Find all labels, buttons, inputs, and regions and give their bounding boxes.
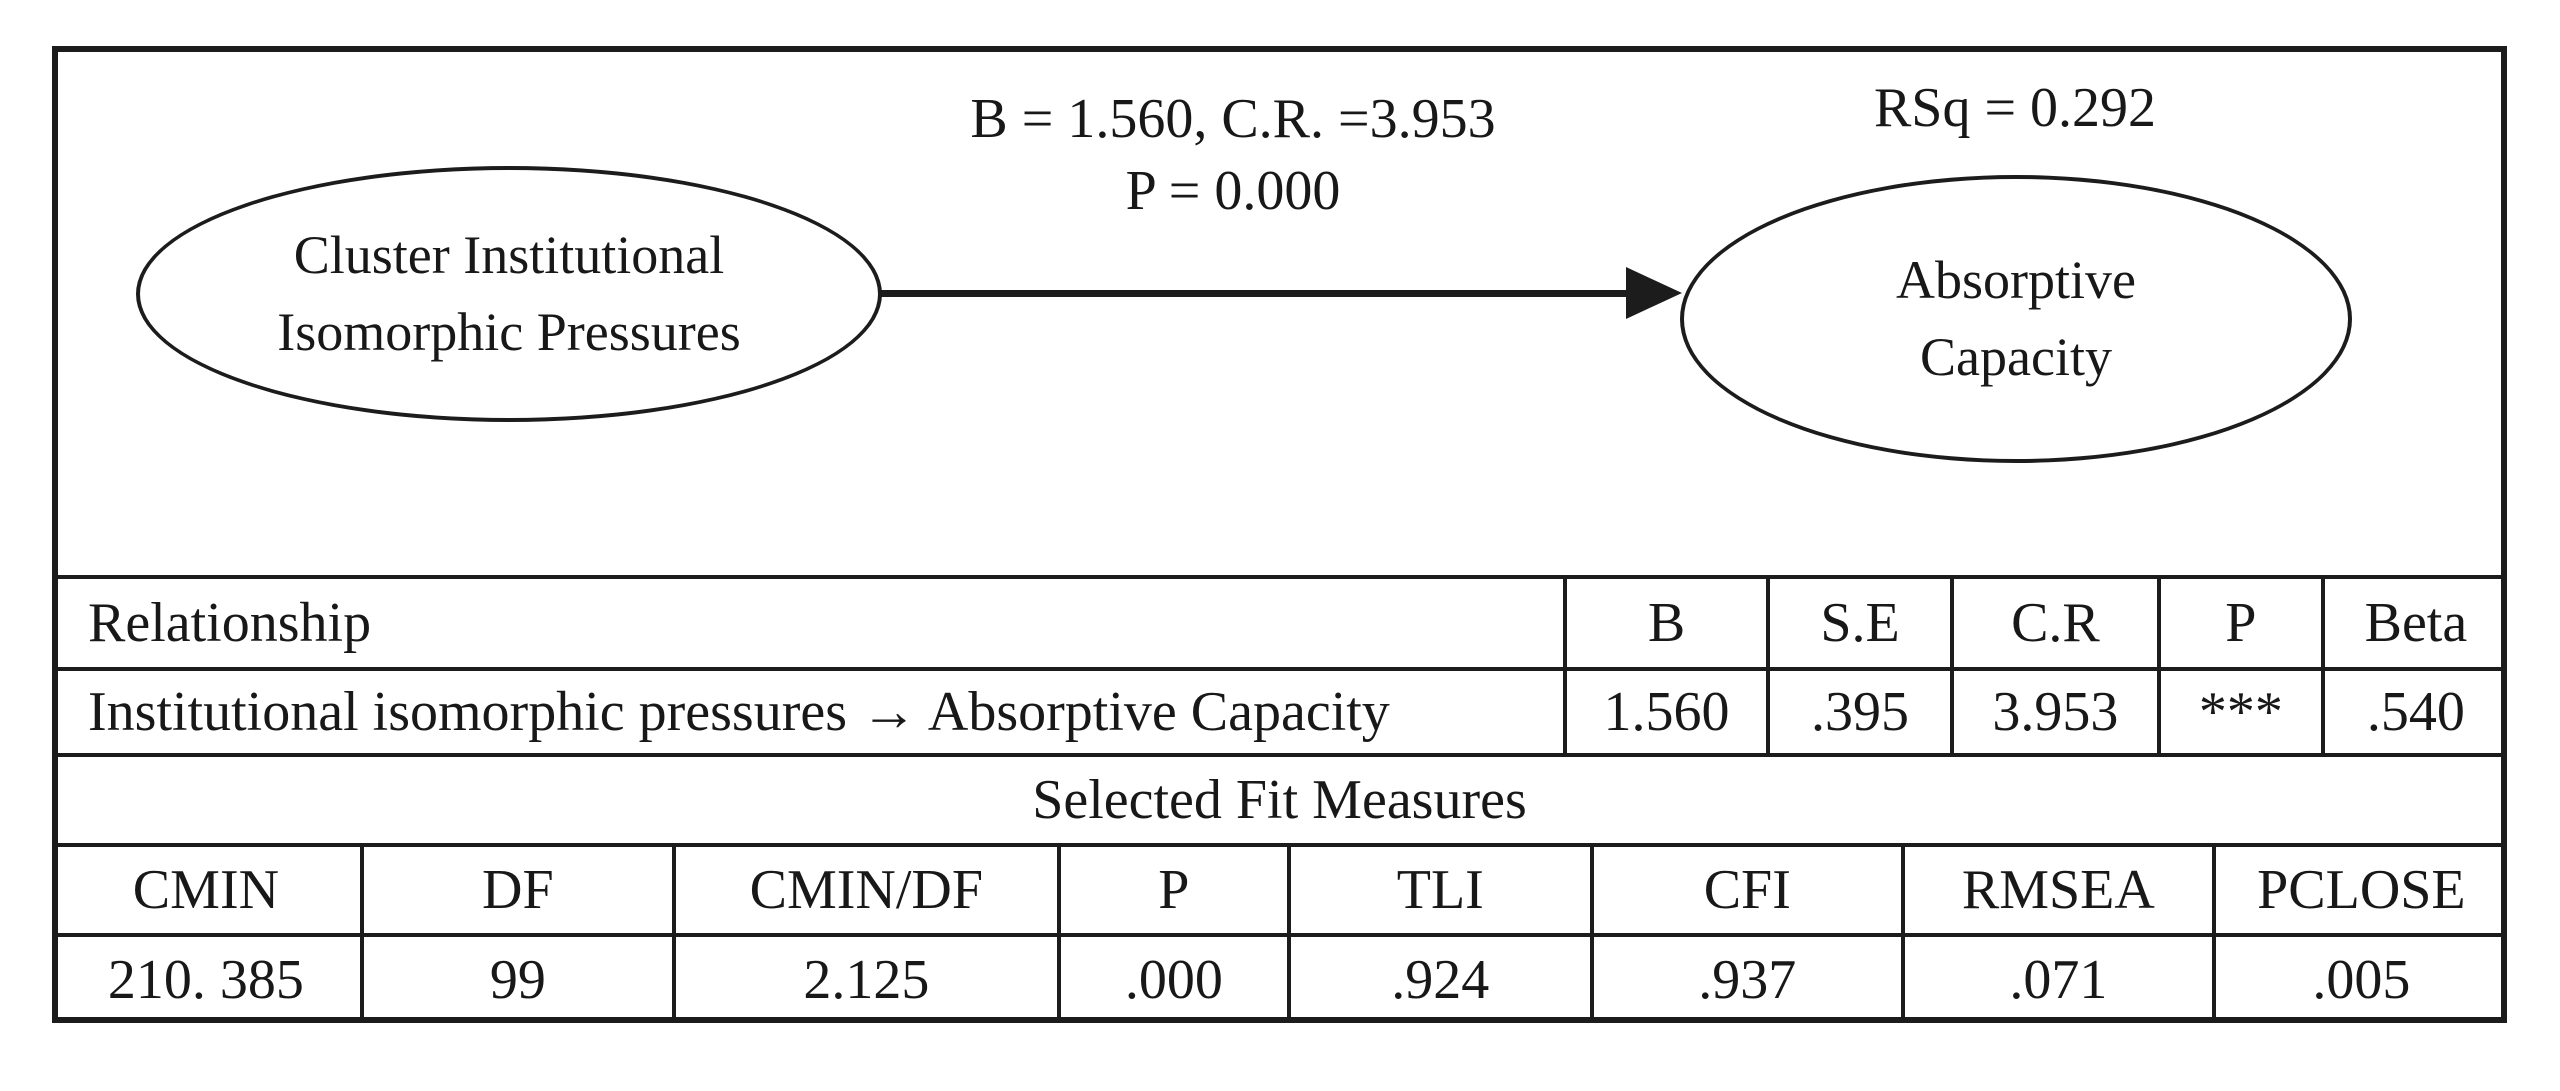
cell-df-value: 99 (359, 937, 672, 1023)
target-node-label-line1: Absorptive (1896, 250, 2136, 311)
cell-p-value: *** (2156, 671, 2321, 753)
relationship-data-row: Institutional isomorphic pressures → Abs… (52, 671, 2507, 757)
rsq-label: RSq = 0.292 (1873, 77, 2157, 139)
cell-beta-value: .540 (2320, 671, 2507, 753)
cell-relationship-path: Institutional isomorphic pressures → Abs… (88, 681, 1390, 743)
header-cell-fit-p: P (1056, 847, 1287, 933)
cell-fit-p-value: .000 (1056, 937, 1287, 1023)
fit-title-row: Selected Fit Measures (52, 757, 2507, 847)
header-cell-cmin-df: CMIN/DF (671, 847, 1057, 933)
cell-pclose-value: .005 (2211, 937, 2507, 1023)
header-cell-df: DF (359, 847, 672, 933)
target-node-label-line2: Capacity (1920, 327, 2112, 387)
fit-header-row: CMIN DF CMIN/DF P TLI CFI RMSEA PCLOSE (52, 847, 2507, 937)
header-cell-beta: Beta (2320, 579, 2507, 667)
header-cell-se: S.E (1766, 579, 1950, 667)
fit-data-row: 210. 385 99 2.125 .000 .924 .937 .071 .0… (52, 937, 2507, 1023)
header-cell-rmsea: RMSEA (1900, 847, 2212, 933)
header-cell-p: P (2156, 579, 2321, 667)
cell-tli-value: .924 (1286, 937, 1590, 1023)
header-cell-cr: C.R (1949, 579, 2157, 667)
path-coefficient-label: B = 1.560, C.R. =3.953 P = 0.000 (833, 84, 1633, 227)
path-label-line1: B = 1.560, C.R. =3.953 (970, 88, 1496, 150)
header-cell-pclose: PCLOSE (2211, 847, 2507, 933)
cell-cmin-value: 210. 385 (107, 949, 304, 1011)
path-arrow-line (876, 290, 1630, 297)
cell-cmin-df-value: 2.125 (671, 937, 1057, 1023)
path-arrow-head-icon (1626, 267, 1682, 319)
header-cell-b: B (1563, 579, 1766, 667)
node-cluster-institutional-isomorphic-pressures: Cluster Institutional Isomorphic Pressur… (136, 166, 882, 422)
node-absorptive-capacity: Absorptive Capacity (1680, 175, 2352, 463)
header-cell-cfi: CFI (1589, 847, 1901, 933)
header-cell-tli: TLI (1286, 847, 1590, 933)
cell-cr-value: 3.953 (1949, 671, 2157, 753)
results-table: Relationship B S.E C.R P Beta Institutio… (52, 575, 2507, 1023)
header-cell-cmin: CMIN (132, 859, 280, 921)
cell-rmsea-value: .071 (1900, 937, 2212, 1023)
path-label-line2: P = 0.000 (1125, 159, 1341, 222)
cell-se-value: .395 (1766, 671, 1950, 753)
fit-title-cell: Selected Fit Measures (1032, 769, 1527, 831)
header-cell-relationship: Relationship (88, 592, 372, 654)
cell-b-value: 1.560 (1563, 671, 1766, 753)
cell-cfi-value: .937 (1589, 937, 1901, 1023)
source-node-label-line1: Cluster Institutional (293, 225, 725, 286)
source-node-label-line2: Isomorphic Pressures (277, 302, 741, 362)
relationship-header-row: Relationship B S.E C.R P Beta (52, 579, 2507, 671)
